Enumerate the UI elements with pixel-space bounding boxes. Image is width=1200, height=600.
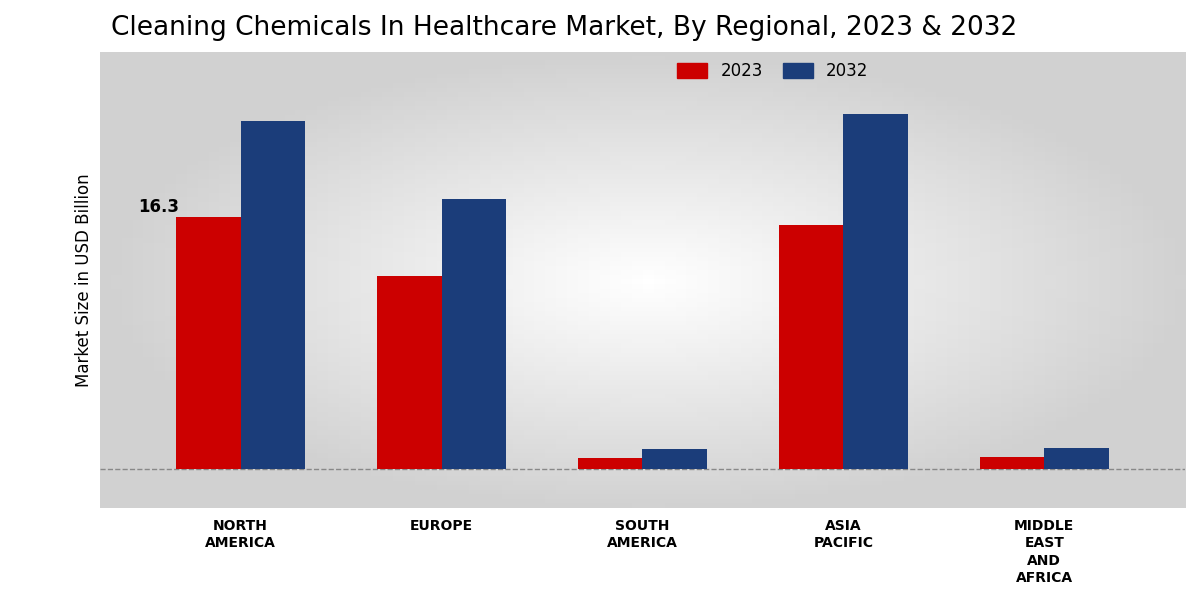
Y-axis label: Market Size in USD Billion: Market Size in USD Billion xyxy=(74,173,94,386)
Bar xyxy=(642,449,707,469)
Bar xyxy=(578,458,642,469)
Bar xyxy=(779,225,844,469)
Text: Cleaning Chemicals In Healthcare Market, By Regional, 2023 & 2032: Cleaning Chemicals In Healthcare Market,… xyxy=(110,15,1018,41)
Bar xyxy=(442,199,506,469)
Bar xyxy=(240,121,305,469)
Text: 16.3: 16.3 xyxy=(138,197,180,215)
Bar xyxy=(844,113,907,469)
Bar xyxy=(377,276,442,469)
Legend: 2023, 2032: 2023, 2032 xyxy=(671,55,875,87)
Bar xyxy=(980,457,1044,469)
Bar xyxy=(176,217,240,469)
Bar xyxy=(1044,448,1109,469)
